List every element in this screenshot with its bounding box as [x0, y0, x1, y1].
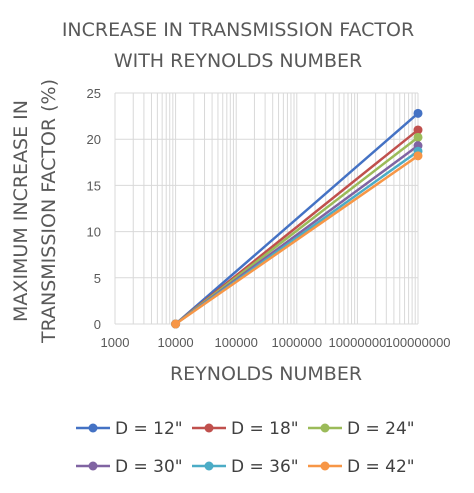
legend-label: D = 36": [231, 457, 299, 477]
legend-marker: [320, 461, 330, 471]
y-tick-label: 5: [94, 271, 101, 286]
legend-entry: D = 30": [76, 457, 183, 477]
y-axis-title-line-1: MAXIMUM INCREASE IN: [10, 100, 32, 322]
x-tick-label: 100000000: [385, 335, 450, 350]
legend-entry: D = 12": [76, 419, 183, 439]
chart-title-line-2: WITH REYNOLDS NUMBER: [114, 50, 362, 72]
series-line-1: [174, 112, 419, 325]
y-tick-label: 20: [87, 132, 101, 147]
chart-title-line-1: INCREASE IN TRANSMISSION FACTOR: [62, 19, 414, 41]
grid: [114, 92, 419, 325]
y-axis-ticks: 0 5 10 15 20 25: [87, 86, 101, 332]
legend-entry: D = 24": [308, 419, 415, 439]
x-tick-label: 1000: [101, 335, 130, 350]
x-axis-title: REYNOLDS NUMBER: [170, 363, 362, 385]
legend-label: D = 30": [115, 457, 183, 477]
legend-entry: D = 18": [192, 419, 299, 439]
y-axis-title-line-2: TRANSMISSION FACTOR (%): [38, 79, 60, 344]
legend-entry: D = 42": [308, 457, 415, 477]
legend-label: D = 12": [115, 419, 183, 439]
legend-entry: D = 36": [192, 457, 299, 477]
data-point: [413, 151, 423, 161]
x-tick-label: 1000000: [271, 335, 322, 350]
x-axis-ticks: 1000 10000 100000 1000000 10000000 100000000: [101, 335, 451, 350]
legend-marker: [204, 461, 214, 471]
data-point: [413, 125, 423, 135]
x-tick-label: 10000: [158, 335, 194, 350]
legend-marker: [204, 423, 214, 433]
legend-label: D = 18": [231, 419, 299, 439]
legend: D = 12" D = 18" D = 24" D = 30" D = 36" D = 4…: [76, 419, 415, 477]
y-tick-label: 25: [87, 86, 101, 101]
legend-label: D = 24": [347, 419, 415, 439]
y-tick-label: 10: [87, 225, 101, 240]
x-tick-label: 10000000: [328, 335, 386, 350]
legend-marker: [320, 423, 330, 433]
legend-marker: [88, 461, 98, 471]
data-point: [413, 108, 423, 118]
legend-label: D = 42": [347, 457, 415, 477]
y-tick-label: 15: [87, 178, 101, 193]
series-line-6: [174, 154, 419, 326]
x-tick-label: 100000: [215, 335, 258, 350]
data-point: [171, 319, 181, 329]
data-point: [413, 132, 423, 142]
plot-series: [171, 108, 423, 329]
legend-marker: [88, 423, 98, 433]
y-tick-label: 0: [94, 317, 101, 332]
